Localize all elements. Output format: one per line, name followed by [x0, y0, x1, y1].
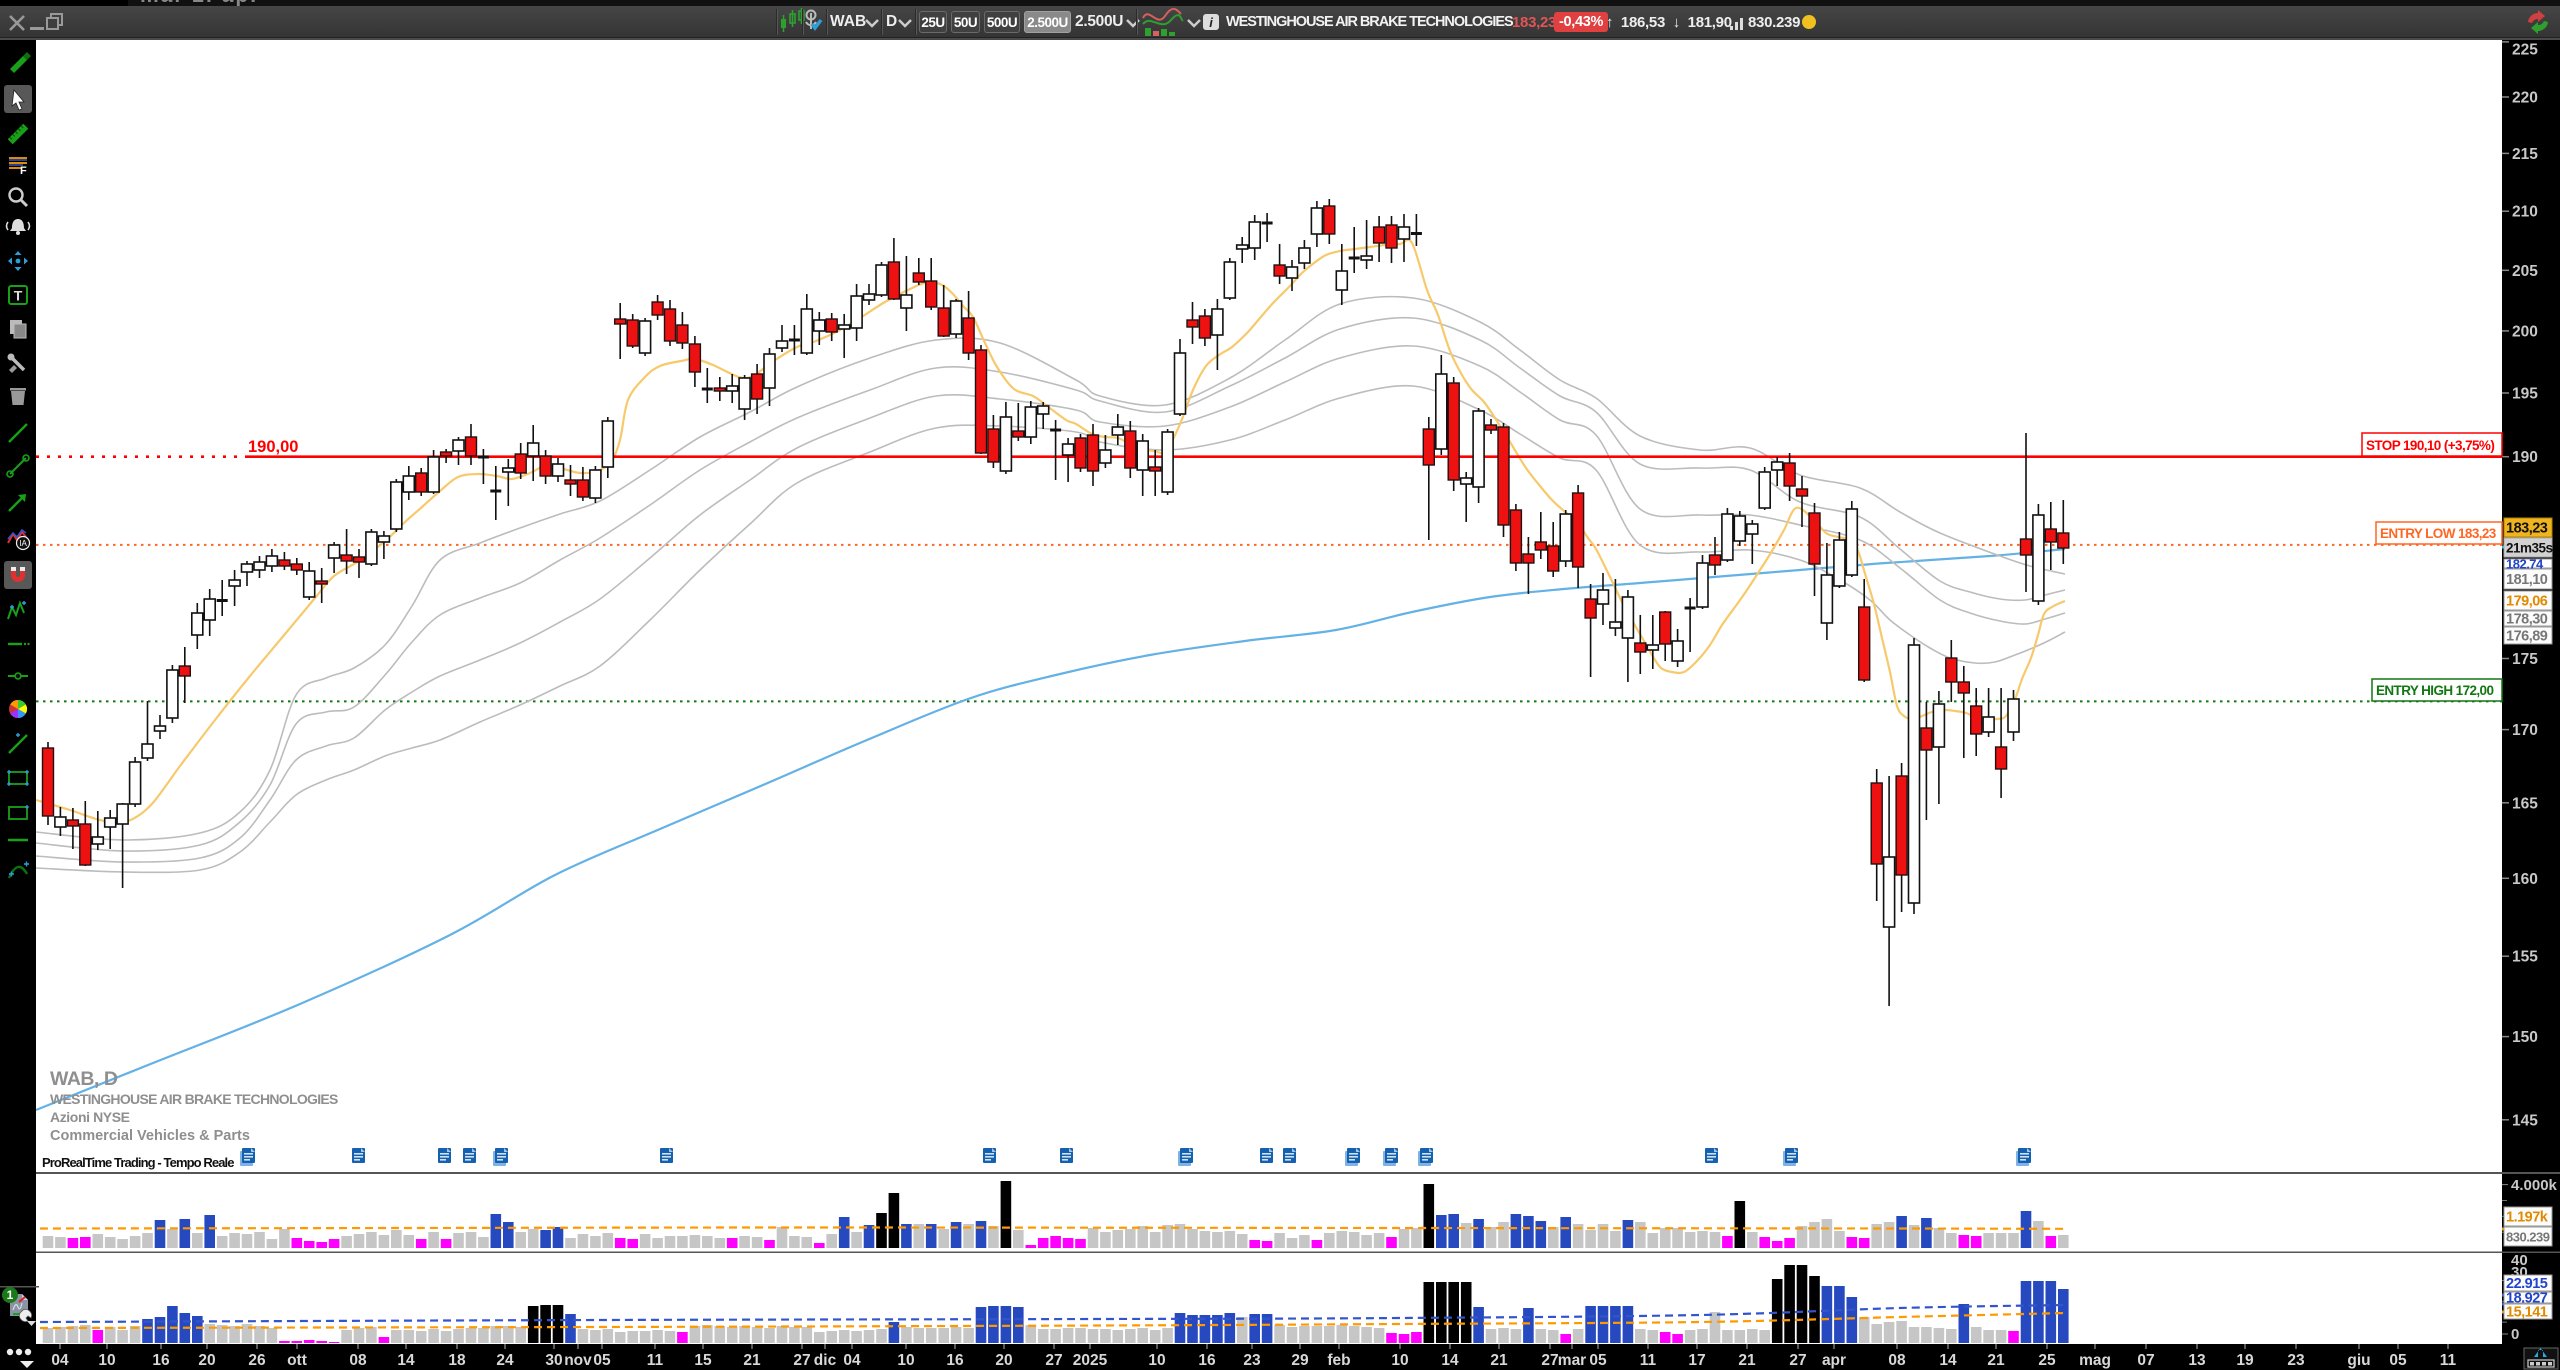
svg-text:16: 16: [946, 1352, 964, 1369]
svg-text:23: 23: [2287, 1352, 2305, 1369]
svg-text:14: 14: [397, 1352, 415, 1369]
svg-text:05: 05: [1589, 1352, 1607, 1369]
svg-text:STOP 190,10 (+3,75%): STOP 190,10 (+3,75%): [2366, 438, 2494, 453]
svg-text:1: 1: [7, 1288, 14, 1302]
svg-text:i: i: [1209, 15, 1213, 30]
svg-text:dic: dic: [814, 1352, 837, 1369]
svg-text:220: 220: [2512, 90, 2538, 107]
svg-text:IA: IA: [19, 539, 27, 548]
svg-text:181,10: 181,10: [2506, 572, 2548, 588]
svg-text:11: 11: [647, 1352, 664, 1369]
svg-text:150: 150: [2512, 1029, 2538, 1046]
svg-text:205: 205: [2512, 263, 2538, 280]
svg-text:155: 155: [2512, 949, 2538, 966]
svg-text:WAB, D: WAB, D: [50, 1068, 118, 1090]
svg-text:4.000k: 4.000k: [2511, 1177, 2558, 1194]
svg-text:182,74: 182,74: [2506, 557, 2544, 572]
svg-text:19: 19: [2236, 1352, 2254, 1369]
svg-text:190,00: 190,00: [248, 438, 298, 456]
svg-text:21: 21: [743, 1352, 761, 1369]
svg-text:23: 23: [1243, 1352, 1261, 1369]
svg-text:F: F: [20, 165, 27, 177]
svg-text:07: 07: [2137, 1352, 2154, 1369]
svg-text:195: 195: [2512, 386, 2538, 403]
svg-text:27: 27: [793, 1352, 810, 1369]
svg-text:Commercial Vehicles & Parts: Commercial Vehicles & Parts: [50, 1128, 250, 1144]
svg-text:40: 40: [2511, 1252, 2528, 1269]
svg-text:nov: nov: [564, 1352, 592, 1369]
svg-text:ProRealTime Trading - Tempo Re: ProRealTime Trading - Tempo Reale: [42, 1155, 234, 1170]
svg-text:0: 0: [2511, 1326, 2519, 1343]
svg-text:145: 145: [2512, 1112, 2538, 1129]
svg-text:190: 190: [2512, 449, 2538, 466]
svg-text:215: 215: [2512, 146, 2538, 163]
svg-text:21: 21: [1738, 1352, 1756, 1369]
svg-text:ENTRY LOW 183,23: ENTRY LOW 183,23: [2380, 526, 2497, 541]
svg-text:830.239: 830.239: [2506, 1230, 2550, 1245]
svg-text:16: 16: [152, 1352, 170, 1369]
svg-text:11: 11: [2440, 1352, 2457, 1369]
svg-text:feb: feb: [1327, 1352, 1350, 1369]
svg-text:176,89: 176,89: [2506, 629, 2548, 645]
svg-text:10: 10: [897, 1352, 914, 1369]
svg-text:20: 20: [198, 1352, 215, 1369]
svg-text:18.927: 18.927: [2506, 1291, 2548, 1307]
svg-text:ott: ott: [287, 1352, 307, 1369]
svg-text:08: 08: [349, 1352, 367, 1369]
svg-text:04: 04: [51, 1352, 69, 1369]
svg-text:WESTINGHOUSE AIR BRAKE TECHNOL: WESTINGHOUSE AIR BRAKE TECHNOLOGIES: [50, 1091, 338, 1107]
svg-text:ENTRY HIGH 172,00: ENTRY HIGH 172,00: [2376, 683, 2493, 698]
svg-text:21m35s: 21m35s: [2506, 541, 2553, 556]
svg-text:16: 16: [1198, 1352, 1216, 1369]
svg-text:2025: 2025: [1073, 1352, 1108, 1369]
svg-text:mag: mag: [2079, 1352, 2111, 1369]
svg-text:30: 30: [545, 1352, 562, 1369]
svg-text:14: 14: [1441, 1352, 1459, 1369]
svg-text:15,141: 15,141: [2506, 1305, 2548, 1321]
svg-text:21: 21: [1490, 1352, 1508, 1369]
svg-text:18: 18: [448, 1352, 466, 1369]
svg-text:10: 10: [98, 1352, 115, 1369]
svg-text:05: 05: [593, 1352, 611, 1369]
svg-text:mar: mar: [1558, 1352, 1586, 1369]
svg-text:1.197k: 1.197k: [2506, 1210, 2549, 1226]
svg-text:24: 24: [496, 1352, 514, 1369]
svg-text:225: 225: [2512, 41, 2538, 58]
svg-text:11: 11: [1640, 1352, 1657, 1369]
svg-text:27: 27: [1789, 1352, 1806, 1369]
svg-text:170: 170: [2512, 722, 2538, 739]
svg-text:183,23: 183,23: [2506, 521, 2548, 537]
svg-text:165: 165: [2512, 795, 2538, 812]
svg-text:apr: apr: [1822, 1352, 1846, 1369]
svg-text:10: 10: [1148, 1352, 1165, 1369]
svg-text:178,30: 178,30: [2506, 612, 2548, 628]
svg-text:22.915: 22.915: [2506, 1276, 2548, 1292]
svg-text:175: 175: [2512, 651, 2538, 668]
svg-text:giu: giu: [2347, 1352, 2370, 1369]
svg-text:10: 10: [1391, 1352, 1408, 1369]
svg-text:27: 27: [1541, 1352, 1558, 1369]
svg-text:179,06: 179,06: [2506, 594, 2548, 610]
svg-text:27: 27: [1045, 1352, 1062, 1369]
svg-text:15: 15: [694, 1352, 712, 1369]
svg-text:Azioni NYSE: Azioni NYSE: [50, 1109, 130, 1125]
svg-text:29: 29: [1291, 1352, 1309, 1369]
svg-text:21: 21: [1987, 1352, 2005, 1369]
svg-text:26: 26: [248, 1352, 266, 1369]
svg-text:160: 160: [2512, 871, 2538, 888]
svg-text:T: T: [14, 288, 23, 304]
svg-text:04: 04: [843, 1352, 861, 1369]
svg-text:17: 17: [1688, 1352, 1705, 1369]
svg-text:20: 20: [995, 1352, 1012, 1369]
svg-text:25: 25: [2038, 1352, 2056, 1369]
svg-text:14: 14: [1939, 1352, 1957, 1369]
svg-text:05: 05: [2389, 1352, 2407, 1369]
svg-text:200: 200: [2512, 323, 2538, 340]
svg-text:13: 13: [2188, 1352, 2206, 1369]
svg-text:210: 210: [2512, 204, 2538, 221]
svg-text:08: 08: [1888, 1352, 1906, 1369]
